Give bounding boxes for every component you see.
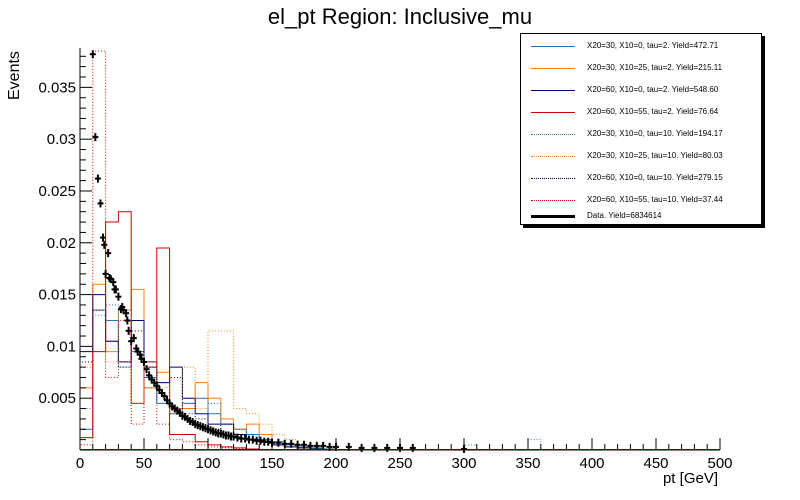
histogram-series-8 (79, 50, 336, 451)
data-point-13 (112, 285, 119, 294)
histogram-series-6 (79, 309, 349, 451)
y-tick-label-0.005: 0.005 (38, 390, 76, 407)
chart-title: el_pt Region: Inclusive_mu (267, 4, 533, 29)
data-point-28 (143, 365, 150, 374)
x-tick-label-300: 300 (451, 455, 476, 472)
legend-entry-6: X20=30, X10=25, tau=10. Yield=80.03 (529, 150, 759, 164)
x-tick-label-100: 100 (195, 455, 220, 472)
legend-entry-3: X20=60, X10=0, tau=2. Yield=548.60 (529, 84, 759, 98)
data-point-3 (94, 174, 101, 183)
data-point-27 (141, 357, 147, 366)
data-point-25 (137, 350, 144, 359)
y-tick-label-0.01: 0.01 (47, 338, 76, 355)
legend-swatch-data (531, 215, 575, 218)
y-tick-label-0.035: 0.035 (38, 79, 76, 96)
x-tick-label-400: 400 (579, 455, 604, 472)
y-tick-label-0.03: 0.03 (47, 131, 76, 148)
data-point-69 (257, 436, 264, 445)
y-tick-label-0.025: 0.025 (38, 183, 76, 200)
legend-entry-2: X20=30, X10=25, tau=2. Yield=215.11 (529, 62, 759, 76)
y-tick-label-0.02: 0.02 (47, 235, 76, 252)
x-axis-label: pt [GeV] (662, 470, 718, 487)
data-point-14 (115, 292, 122, 301)
data-point-19 (124, 316, 131, 325)
legend-entry-8: X20=60, X10=55, tau=10. Yield=37.44 (529, 194, 759, 208)
x-tick-label-250: 250 (387, 455, 412, 472)
data-point-65 (242, 434, 249, 443)
data-point-18 (123, 309, 130, 318)
legend: X20=30, X10=0, tau=2. Yield=472.71 X20=3… (520, 33, 762, 225)
data-point-75 (288, 439, 295, 448)
data-point-22 (130, 334, 137, 343)
x-tick-label-150: 150 (259, 455, 284, 472)
legend-entry-5: X20=30, X10=0, tau=10. Yield=194.17 (529, 128, 759, 142)
data-point-63 (234, 433, 241, 442)
legend-label-5: X20=30, X10=0, tau=10. Yield=194.17 (587, 129, 723, 138)
data-point-67 (249, 435, 256, 444)
x-tick-label-450: 450 (643, 455, 668, 472)
data-point-8 (105, 249, 112, 258)
data-point-71 (265, 437, 272, 446)
legend-label-8: X20=60, X10=55, tau=10. Yield=37.44 (587, 195, 723, 204)
data-point-77 (301, 440, 307, 449)
y-axis-label: Events (6, 51, 23, 100)
x-tick-label-200: 200 (323, 455, 348, 472)
legend-label-7: X20=60, X10=0, tau=10. Yield=279.15 (587, 173, 723, 182)
legend-label-3: X20=60, X10=0, tau=2. Yield=548.60 (587, 85, 719, 94)
legend-label-6: X20=30, X10=25, tau=10. Yield=80.03 (587, 151, 723, 160)
legend-swatch-5 (531, 134, 575, 135)
legend-entry-7: X20=60, X10=0, tau=10. Yield=279.15 (529, 172, 759, 186)
legend-swatch-7 (531, 178, 575, 179)
legend-label-2: X20=30, X10=25, tau=2. Yield=215.11 (587, 63, 723, 72)
data-point-2 (92, 133, 99, 142)
histogram-series-7 (79, 309, 336, 451)
data-point-32 (153, 381, 160, 390)
data-point-1 (89, 50, 96, 59)
data-point-35 (161, 392, 168, 401)
data-point-62 (230, 432, 237, 441)
data-point-11 (110, 278, 117, 287)
y-tick-label-0.015: 0.015 (38, 287, 76, 304)
legend-entry-data: Data. Yield=6834614 (529, 210, 759, 224)
legend-entry-4: X20=60, X10=55, tau=2. Yield=76.64 (529, 106, 759, 120)
x-tick-label-50: 50 (136, 455, 153, 472)
legend-label-data: Data. Yield=6834614 (587, 211, 662, 220)
data-point-7 (102, 269, 109, 278)
data-point-73 (275, 438, 282, 447)
legend-entry-1: X20=30, X10=0, tau=2. Yield=472.71 (529, 40, 759, 54)
data-point-29 (146, 371, 153, 380)
data-point-6 (101, 240, 108, 249)
legend-label-1: X20=30, X10=0, tau=2. Yield=472.71 (587, 41, 719, 50)
data-point-79 (313, 441, 320, 450)
legend-swatch-4 (531, 112, 575, 113)
legend-swatch-6 (531, 156, 575, 157)
x-tick-label-350: 350 (515, 455, 540, 472)
data-point-20 (125, 326, 132, 335)
legend-swatch-1 (531, 46, 575, 47)
legend-label-4: X20=60, X10=55, tau=2. Yield=76.64 (587, 107, 719, 116)
data-point-5 (100, 233, 107, 242)
x-tick-label-0: 0 (76, 455, 84, 472)
x-tick-label-500: 500 (707, 455, 732, 472)
legend-swatch-3 (531, 90, 575, 91)
data-point-4 (97, 199, 104, 208)
legend-swatch-2 (531, 68, 575, 69)
legend-swatch-8 (531, 200, 575, 201)
